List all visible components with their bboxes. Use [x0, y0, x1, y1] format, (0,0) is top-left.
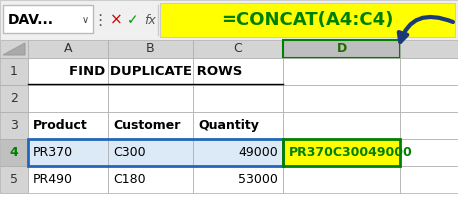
Bar — [193, 112, 283, 139]
Bar — [108, 166, 193, 193]
Bar — [0, 166, 28, 193]
Bar — [193, 58, 283, 85]
Bar — [193, 139, 283, 166]
Bar — [0, 0, 458, 40]
Bar — [400, 139, 458, 166]
Bar — [283, 139, 400, 166]
Text: C300: C300 — [113, 146, 146, 159]
Bar — [0, 40, 458, 212]
Bar — [283, 139, 400, 166]
Bar — [3, 5, 93, 33]
Text: ×: × — [109, 13, 122, 28]
Bar — [160, 3, 455, 37]
Bar — [28, 112, 108, 139]
Bar — [193, 40, 283, 58]
Bar — [400, 40, 458, 58]
Text: A: A — [64, 42, 72, 56]
Text: 49000: 49000 — [238, 146, 278, 159]
Text: Product: Product — [33, 119, 88, 132]
Bar — [108, 40, 193, 58]
Text: ⋮: ⋮ — [93, 13, 108, 28]
Bar — [28, 58, 108, 85]
Text: C: C — [234, 42, 242, 56]
Text: 53000: 53000 — [238, 173, 278, 186]
Text: 3: 3 — [10, 119, 18, 132]
Bar — [108, 139, 193, 166]
Bar — [0, 112, 28, 139]
Bar — [28, 139, 283, 166]
Text: FIND DUPLICATE ROWS: FIND DUPLICATE ROWS — [69, 65, 242, 78]
Bar — [28, 85, 108, 112]
Text: C180: C180 — [113, 173, 146, 186]
Text: ✓: ✓ — [127, 13, 139, 27]
Bar — [0, 85, 28, 112]
Text: 1: 1 — [10, 65, 18, 78]
FancyArrowPatch shape — [399, 17, 453, 42]
Bar — [283, 40, 400, 58]
Bar — [108, 58, 193, 85]
Bar — [0, 40, 28, 58]
Polygon shape — [3, 43, 25, 55]
Bar — [108, 112, 193, 139]
Bar — [0, 58, 28, 85]
Text: PR370C30049000: PR370C30049000 — [289, 146, 413, 159]
Text: B: B — [146, 42, 155, 56]
Bar — [28, 139, 108, 166]
Text: Quantity: Quantity — [198, 119, 259, 132]
Bar — [400, 166, 458, 193]
Bar — [400, 58, 458, 85]
Bar — [28, 166, 108, 193]
Bar — [283, 112, 400, 139]
Bar — [28, 40, 108, 58]
Bar — [283, 85, 400, 112]
Text: 5: 5 — [10, 173, 18, 186]
Text: PR370: PR370 — [33, 146, 73, 159]
Text: 4: 4 — [10, 146, 18, 159]
Bar — [193, 85, 283, 112]
Text: Customer: Customer — [113, 119, 180, 132]
Text: PR490: PR490 — [33, 173, 73, 186]
Bar — [283, 58, 400, 85]
Text: ∨: ∨ — [82, 15, 89, 25]
Text: 2: 2 — [10, 92, 18, 105]
Bar — [400, 85, 458, 112]
Bar — [108, 85, 193, 112]
Text: D: D — [336, 42, 347, 56]
Bar — [400, 112, 458, 139]
Bar — [283, 166, 400, 193]
Bar — [0, 139, 28, 166]
Bar — [193, 166, 283, 193]
Text: fx: fx — [144, 14, 156, 26]
Text: DAV...: DAV... — [8, 13, 54, 27]
Text: =CONCAT(A4:C4): =CONCAT(A4:C4) — [221, 11, 393, 29]
